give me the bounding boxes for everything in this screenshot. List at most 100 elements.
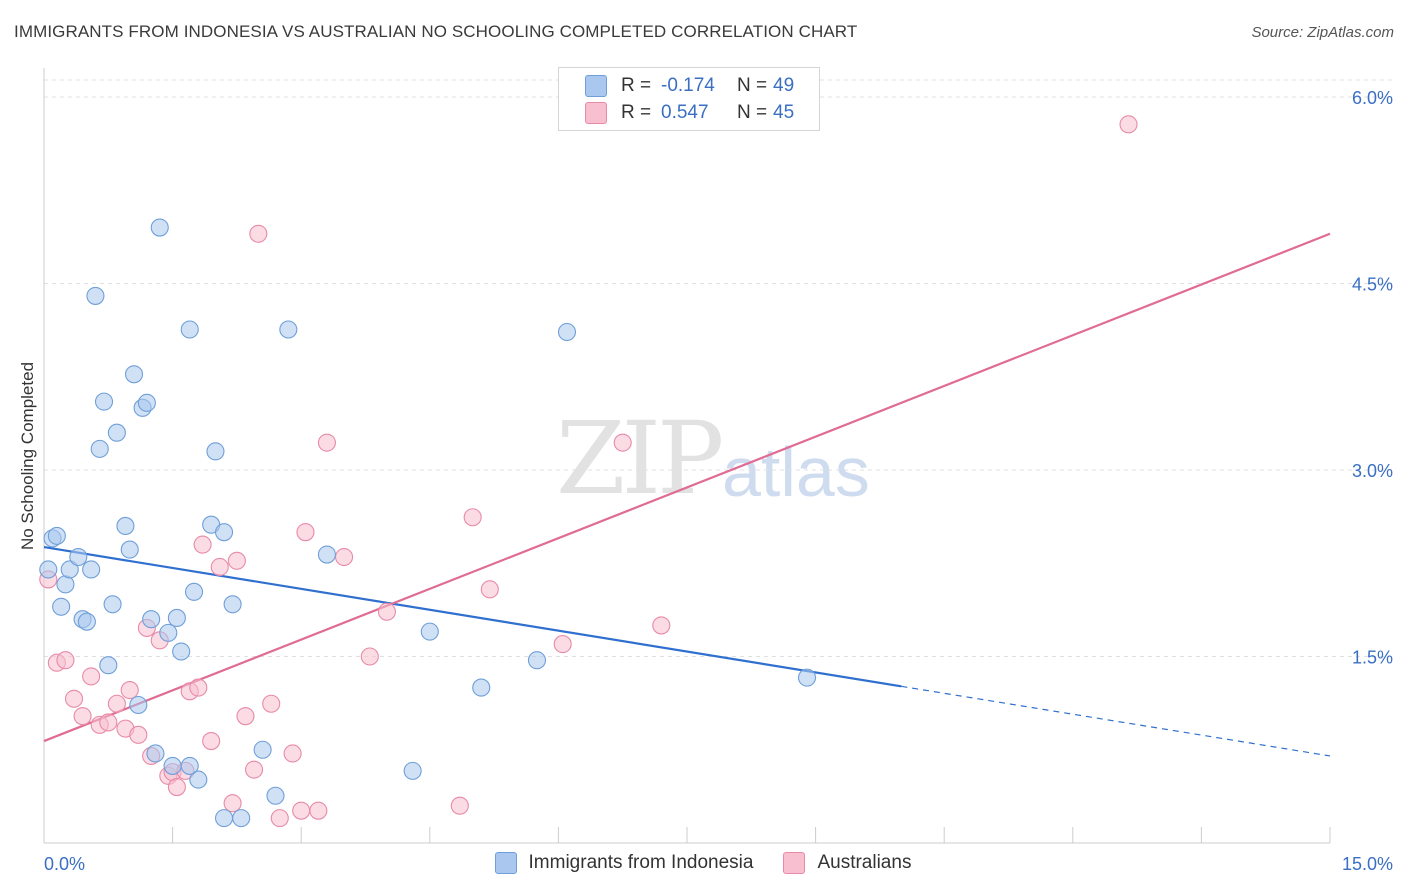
legend-r-label: R = [621, 75, 652, 96]
y-tick-label: 1.5% [1352, 648, 1393, 668]
data-point [167, 777, 186, 797]
data-point [94, 392, 114, 411]
data-point [292, 801, 311, 820]
watermark-zip: ZIP [556, 400, 724, 517]
y-tick-label: 4.5% [1352, 275, 1393, 295]
data-point [253, 740, 272, 759]
legend-label-indonesia: Immigrants from Indonesia [528, 852, 754, 873]
legend-swatch-indonesia [494, 852, 517, 874]
data-point [159, 623, 178, 642]
data-point [120, 540, 139, 559]
x-tick-label: 0.0% [44, 854, 85, 874]
legend-item-australians[interactable]: Australians [783, 852, 911, 874]
legend-swatch-indonesia [585, 75, 607, 97]
data-point [52, 597, 71, 616]
data-point [99, 656, 118, 675]
legend-r-value: -0.174 [661, 75, 715, 96]
data-point [82, 667, 101, 686]
data-point [210, 557, 229, 577]
data-point [189, 678, 208, 697]
legend-item-indonesia[interactable]: Immigrants from Indonesia [494, 852, 754, 874]
data-point [236, 707, 255, 726]
data-point [167, 608, 186, 628]
data-point [283, 744, 302, 763]
chart-title: IMMIGRANTS FROM INDONESIA VS AUSTRALIAN … [14, 22, 858, 41]
data-point [317, 433, 336, 452]
data-point [90, 439, 109, 458]
data-point [56, 651, 75, 670]
data-point [480, 580, 499, 599]
data-point [99, 713, 118, 732]
data-point [120, 681, 139, 700]
data-point [403, 761, 422, 780]
data-point [77, 612, 96, 631]
data-point [266, 786, 285, 805]
data-point [557, 322, 577, 342]
data-point [86, 286, 105, 305]
watermark-atlas: atlas [722, 433, 870, 511]
data-point [180, 320, 199, 339]
data-point [244, 760, 264, 779]
data-point [360, 647, 379, 666]
data-point [150, 218, 169, 237]
data-point [82, 560, 101, 579]
legend-r-value: 0.547 [661, 102, 709, 123]
trend-line-0 [43, 546, 902, 688]
data-point [107, 423, 126, 442]
trend-lines [43, 232, 1331, 757]
legend-swatch-australians [585, 102, 607, 124]
data-point [296, 523, 315, 542]
trend-line-extension-0 [901, 685, 1331, 757]
y-tick-label: 6.0% [1352, 88, 1393, 108]
data-point [202, 731, 221, 751]
legend-row-indonesia: R = -0.174 N = 49 [585, 74, 794, 98]
y-tick-label: 3.0% [1352, 461, 1393, 481]
data-point [463, 508, 482, 527]
data-point [206, 442, 225, 461]
data-point [262, 694, 281, 713]
data-points [39, 115, 1138, 828]
data-point [527, 651, 547, 670]
data-point [227, 551, 246, 570]
grid-lines [44, 79, 1394, 657]
x-tick-label: 15.0% [1342, 854, 1393, 874]
data-point [73, 707, 92, 726]
data-point [180, 756, 199, 775]
legend-n-value: 49 [773, 75, 795, 96]
data-point [214, 809, 234, 828]
data-point [103, 595, 122, 614]
data-point [189, 770, 208, 789]
tick-labels: 1.5% 3.0% 4.5% 6.0% 0.0% 15.0% [44, 88, 1393, 874]
legend-row-australians: R = 0.547 N = 45 [585, 101, 794, 125]
correlation-legend: R = -0.174 N = 49 R = 0.547 N = 45 [558, 67, 820, 131]
data-point [47, 526, 66, 545]
data-point [270, 809, 289, 828]
source-label: Source: ZipAtlas.com [1251, 24, 1394, 41]
data-point [613, 433, 632, 452]
data-point [309, 801, 328, 820]
legend-swatch-australians [783, 852, 806, 874]
data-point [450, 796, 469, 815]
data-point [124, 365, 144, 384]
data-point [317, 545, 336, 564]
data-point [142, 610, 161, 629]
data-point [214, 523, 234, 542]
data-point [553, 635, 572, 654]
data-point [249, 224, 268, 243]
data-point [232, 809, 251, 828]
data-point [39, 560, 58, 579]
data-point [129, 695, 148, 715]
data-point [129, 725, 148, 744]
data-point [146, 744, 165, 763]
data-point [420, 622, 439, 641]
data-point [223, 794, 242, 813]
data-point [472, 678, 491, 697]
data-point [163, 756, 182, 775]
trend-line-1 [43, 232, 1331, 743]
data-point [223, 595, 242, 614]
legend-n-label: N = [737, 102, 768, 123]
data-point [107, 694, 126, 713]
legend-n-label: N = [737, 75, 768, 96]
data-point [116, 516, 135, 536]
